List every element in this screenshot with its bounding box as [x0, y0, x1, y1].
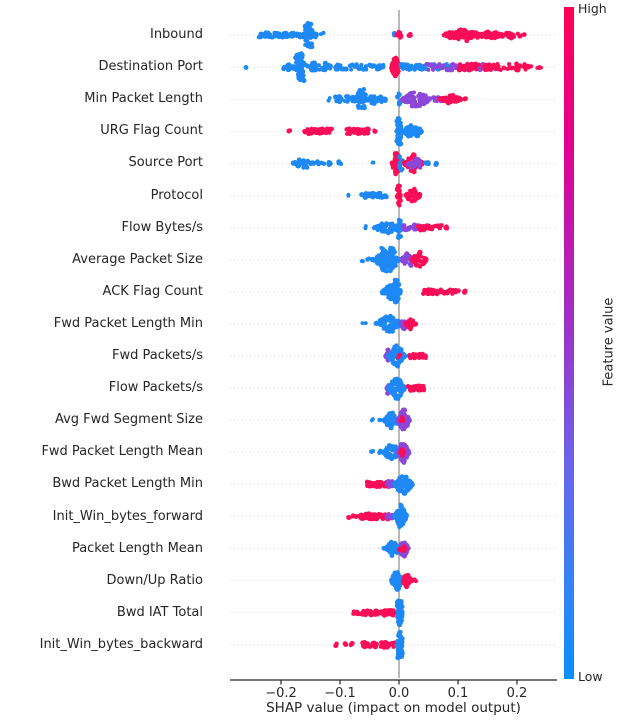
x-tick-label: −0.2	[265, 686, 297, 701]
feature-label: Flow Packets/s	[108, 380, 203, 396]
feature-label: Min Packet Length	[84, 91, 203, 107]
feature-label: Destination Port	[98, 59, 203, 75]
colorbar-low-label: Low	[578, 669, 603, 684]
x-tick-label: 0.1	[448, 686, 469, 701]
feature-label: Flow Bytes/s	[121, 219, 203, 235]
feature-label: Fwd Packets/s	[112, 348, 203, 363]
feature-label: Packet Length Mean	[71, 540, 203, 556]
colorbar-high-label: High	[578, 1, 607, 16]
feature-label: Inbound	[149, 27, 203, 42]
x-axis-label: SHAP value (impact on model output)	[266, 700, 521, 716]
feature-label: ACK Flag Count	[102, 283, 203, 299]
colorbar-title: Feature value	[601, 297, 617, 387]
feature-label: Protocol	[150, 187, 203, 203]
feature-label: URG Flag Count	[100, 123, 203, 139]
feature-label: Avg Fwd Segment Size	[54, 412, 203, 428]
colorbar-gradient	[564, 7, 574, 679]
feature-label: Init_Win_bytes_forward	[52, 508, 203, 524]
feature-label: Init_Win_bytes_backward	[39, 636, 203, 652]
x-tick-label: −0.1	[324, 686, 356, 701]
feature-label: Fwd Packet Length Min	[53, 315, 203, 331]
feature-label: Average Packet Size	[72, 251, 203, 267]
feature-label: Bwd IAT Total	[116, 604, 203, 620]
x-tick-label: 0.2	[507, 686, 528, 701]
feature-label: Fwd Packet Length Mean	[41, 444, 203, 460]
feature-label: Source Port	[128, 155, 203, 171]
feature-label: Down/Up Ratio	[106, 572, 204, 588]
feature-label: Bwd Packet Length Min	[52, 476, 203, 492]
x-tick-label: 0.0	[389, 686, 410, 701]
